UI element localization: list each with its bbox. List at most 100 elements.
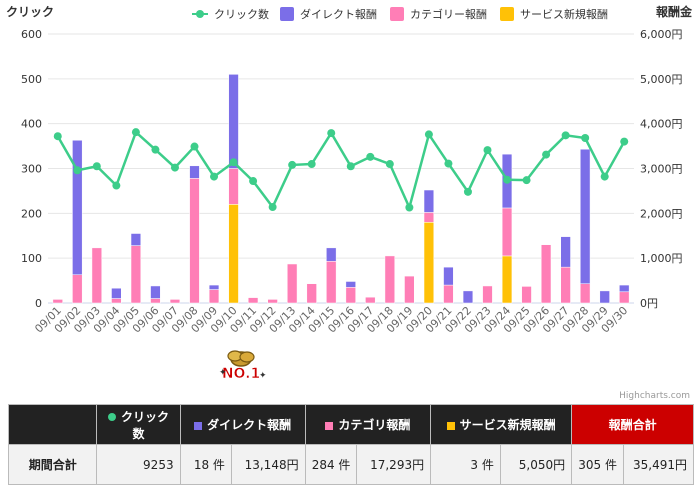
right-tick-label: 0円: [640, 297, 658, 310]
clicks-point: [249, 177, 258, 186]
bar-category: [91, 247, 102, 304]
right-tick-label: 1,000円: [640, 252, 683, 265]
legend-item-label: クリック数: [214, 8, 269, 21]
clicks-point: [366, 152, 375, 161]
bar-direct: [150, 285, 161, 299]
left-tick-label: 400: [21, 118, 42, 131]
bar-direct: [423, 189, 435, 213]
bar-direct: [326, 247, 337, 262]
bar-category: [404, 275, 415, 304]
bar-category: [423, 212, 435, 223]
category-square-icon: [325, 421, 334, 430]
legend-square-icon: [280, 7, 294, 21]
bar-category: [267, 299, 278, 304]
bar-direct: [560, 236, 571, 268]
bar-category: [482, 285, 493, 304]
service-square-icon: [446, 421, 455, 430]
left-tick-label: 500: [21, 73, 42, 86]
clicks-line: [56, 130, 626, 212]
clicks-point: [522, 176, 531, 185]
clicks-point: [229, 158, 238, 167]
bar-category: [443, 284, 454, 304]
header-clicks: クリック数: [96, 404, 181, 445]
total-amount: 35,491円: [623, 444, 694, 485]
clicks-point: [151, 145, 160, 154]
bar-category: [580, 283, 591, 304]
header-direct-label: ダイレクト報酬: [207, 418, 292, 432]
bar-category: [540, 244, 552, 304]
right-tick-label: 3,000円: [640, 163, 683, 176]
right-tick-label: 4,000円: [640, 118, 683, 131]
combo-chart: 0 100 200 300 400 500 600 0円 1,000円 2,000円 3,000円 4…: [6, 4, 693, 400]
right-tick-label: 2,000円: [640, 207, 683, 220]
category-amount: 17,293円: [356, 444, 432, 485]
bar-category: [228, 168, 239, 205]
bar-category: [52, 299, 63, 304]
bar-category: [384, 255, 395, 304]
clicks-point: [307, 160, 316, 169]
header-clicks-label: クリック数: [121, 409, 170, 441]
left-tick-label: 100: [21, 252, 42, 265]
direct-count: 18 件: [179, 444, 232, 485]
bar-category: [345, 287, 356, 304]
clicks-point: [346, 162, 355, 171]
bar-category: [189, 178, 200, 304]
left-tick-label: 200: [21, 207, 42, 220]
clicks-point: [424, 130, 433, 139]
right-tick-label: 6,000円: [640, 28, 683, 41]
clicks-dot-icon: [108, 413, 116, 421]
bar-direct: [228, 74, 239, 169]
clicks-point: [73, 166, 82, 175]
clicks-point: [542, 150, 551, 159]
clicks-point: [131, 128, 140, 137]
clicks-point: [600, 172, 609, 181]
clicks-point: [190, 142, 199, 151]
bar-category: [619, 291, 630, 304]
bar-category: [501, 207, 513, 257]
bar-direct: [208, 284, 220, 290]
bar-service: [228, 204, 239, 304]
bar-category: [150, 298, 161, 304]
service-count: 3 件: [430, 444, 501, 485]
bar-direct: [599, 290, 610, 304]
bar-category: [287, 263, 298, 304]
clicks-point: [112, 181, 121, 190]
clicks-point: [405, 203, 414, 212]
right-axis-title: 報酬金: [656, 4, 693, 19]
bar-direct: [462, 290, 474, 304]
clicks-point: [53, 132, 62, 141]
service-amount: 5,050円: [499, 444, 573, 485]
clicks-point: [92, 162, 101, 171]
summary-total-row: 期間合計 9253 18 件 13,148円 284 件 17,293円 3 件…: [7, 444, 694, 485]
bar-direct: [189, 165, 200, 179]
clicks-point: [444, 159, 453, 168]
clicks-point: [268, 203, 277, 212]
left-axis-title: クリック: [6, 5, 54, 19]
header-blank: [7, 404, 98, 445]
bar-category: [521, 286, 532, 304]
clicks-point: [327, 129, 336, 138]
clicks-point: [210, 172, 219, 181]
direct-square-icon: [194, 421, 203, 430]
bar-direct: [130, 233, 142, 246]
legend-square-icon: [390, 7, 404, 21]
chart-credit: Highcharts.com: [619, 391, 690, 400]
header-service-label: サービス新規報酬: [459, 418, 556, 432]
bar-category: [130, 245, 142, 304]
header-service: サービス新規報酬: [430, 404, 573, 445]
clicks-point: [288, 160, 297, 169]
no1-badge-icon: NO.1 ✦ ✦: [219, 350, 267, 382]
bar-category: [306, 283, 317, 304]
chart-area: 0 100 200 300 400 500 600 0円 1,000円 2,000円 3,000円 4…: [6, 4, 693, 400]
clicks-point: [561, 131, 570, 140]
bar-category: [247, 297, 259, 304]
bar-category: [560, 266, 571, 304]
clicks-point: [581, 134, 590, 143]
header-category: カテゴリ報酬: [304, 404, 432, 445]
bar-service: [501, 255, 513, 304]
clicks-point: [385, 160, 394, 169]
bar-direct: [111, 287, 122, 299]
bar-direct: [345, 281, 356, 288]
bar-category: [72, 274, 83, 304]
badge-text: NO.1: [222, 366, 260, 382]
